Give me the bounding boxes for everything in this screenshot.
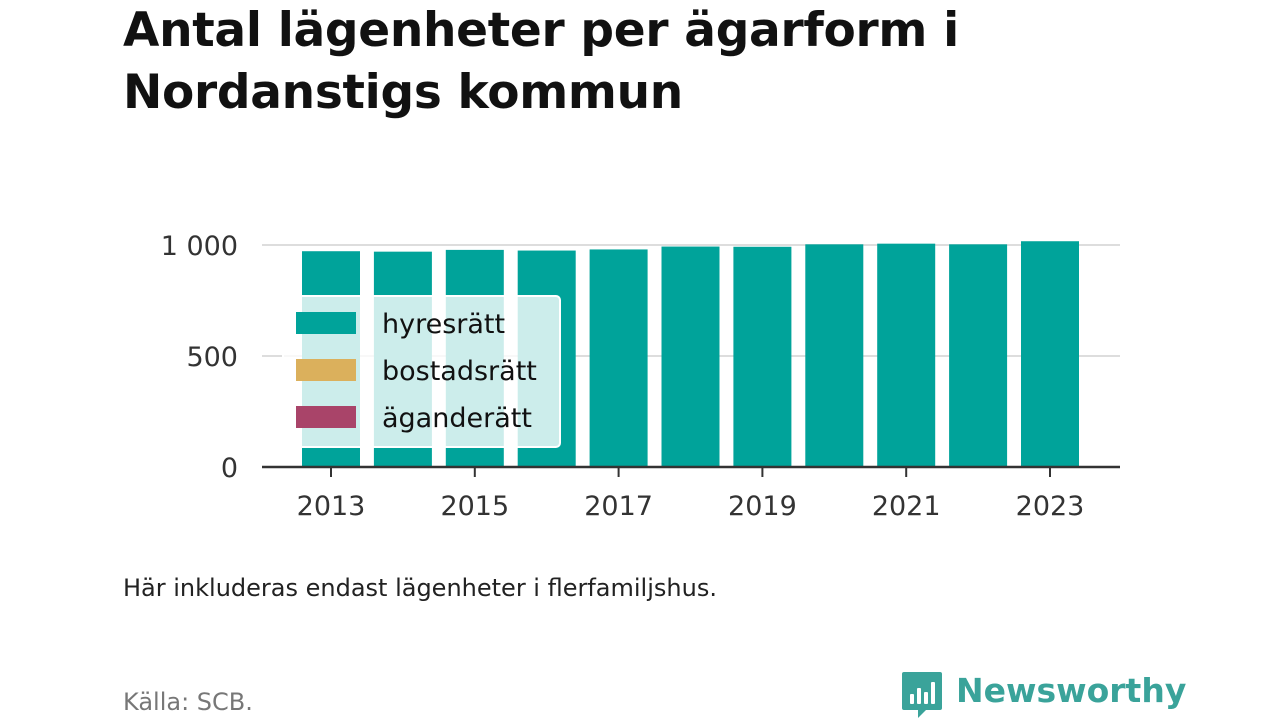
bar-chart: 0 500 1 000 2013 2015 2017 2019 2021 2023 hyres… [161, 231, 1120, 522]
brand-logo[interactable]: Newsworthy [900, 670, 1186, 720]
legend-swatch [296, 406, 356, 428]
bar-2023 [1021, 241, 1079, 467]
bar-2021 [877, 243, 936, 467]
x-tick-labels: 2013 2015 2017 2019 2021 2023 [297, 467, 1085, 522]
x-tick-label: 2021 [872, 491, 941, 522]
legend-swatch [296, 359, 356, 381]
bar-2018 [661, 246, 720, 467]
chart-title: Antal lägenheter per ägarform i Nordanst… [123, 3, 959, 120]
legend-label: hyresrätt [382, 309, 505, 340]
y-tick-label: 1 000 [161, 231, 238, 262]
x-tick-label: 2013 [297, 491, 366, 522]
x-tick-label: 2017 [584, 491, 653, 522]
bar-2022 [949, 244, 1008, 467]
x-tick-label: 2023 [1016, 491, 1085, 522]
legend-label: äganderätt [382, 403, 532, 434]
legend-label: bostadsrätt [382, 356, 537, 387]
bar-2017 [589, 249, 648, 467]
bar-2019 [733, 246, 792, 467]
bar-2020 [805, 244, 864, 467]
x-tick-label: 2015 [440, 491, 509, 522]
brand-name: Newsworthy [956, 671, 1187, 710]
source-text: Källa: SCB. [123, 688, 253, 716]
x-tick-label: 2019 [728, 491, 797, 522]
y-tick-label: 500 [186, 342, 238, 373]
chart-note: Här inkluderas endast lägenheter i flerf… [123, 574, 717, 602]
y-axis: 0 500 1 000 [161, 231, 238, 484]
newsworthy-logo-icon [902, 672, 942, 718]
legend-swatch [296, 312, 356, 334]
y-tick-label: 0 [221, 453, 238, 484]
legend: hyresrätt bostadsrätt äganderätt [282, 295, 561, 448]
